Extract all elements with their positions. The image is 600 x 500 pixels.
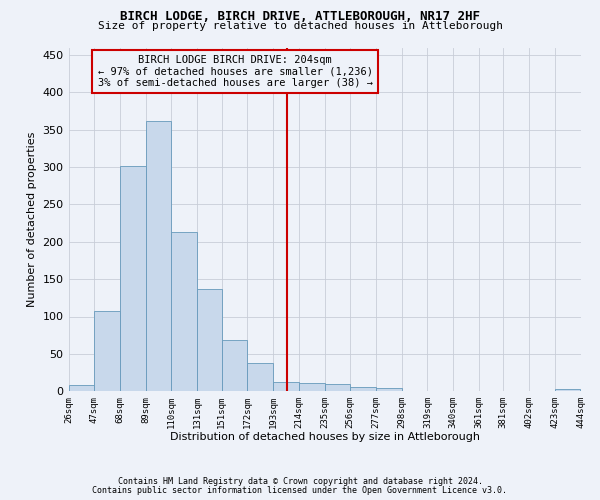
X-axis label: Distribution of detached houses by size in Attleborough: Distribution of detached houses by size … [170,432,479,442]
Bar [94,310,120,391]
Text: Size of property relative to detached houses in Attleborough: Size of property relative to detached ho… [97,21,503,31]
Bar [325,384,350,391]
Bar [376,388,401,391]
Bar [247,363,273,391]
Bar [350,388,376,391]
Text: BIRCH LODGE BIRCH DRIVE: 204sqm
← 97% of detached houses are smaller (1,236)
3% : BIRCH LODGE BIRCH DRIVE: 204sqm ← 97% of… [98,55,373,88]
Bar [197,289,221,391]
Bar [146,120,172,391]
Text: BIRCH LODGE, BIRCH DRIVE, ATTLEBOROUGH, NR17 2HF: BIRCH LODGE, BIRCH DRIVE, ATTLEBOROUGH, … [120,10,480,23]
Bar [273,382,299,391]
Bar [172,232,197,391]
Bar [120,166,146,391]
Y-axis label: Number of detached properties: Number of detached properties [27,132,37,307]
Bar [68,385,94,391]
Text: Contains HM Land Registry data © Crown copyright and database right 2024.: Contains HM Land Registry data © Crown c… [118,478,482,486]
Bar [299,383,325,391]
Bar [221,340,247,391]
Text: Contains public sector information licensed under the Open Government Licence v3: Contains public sector information licen… [92,486,508,495]
Bar [555,389,580,391]
